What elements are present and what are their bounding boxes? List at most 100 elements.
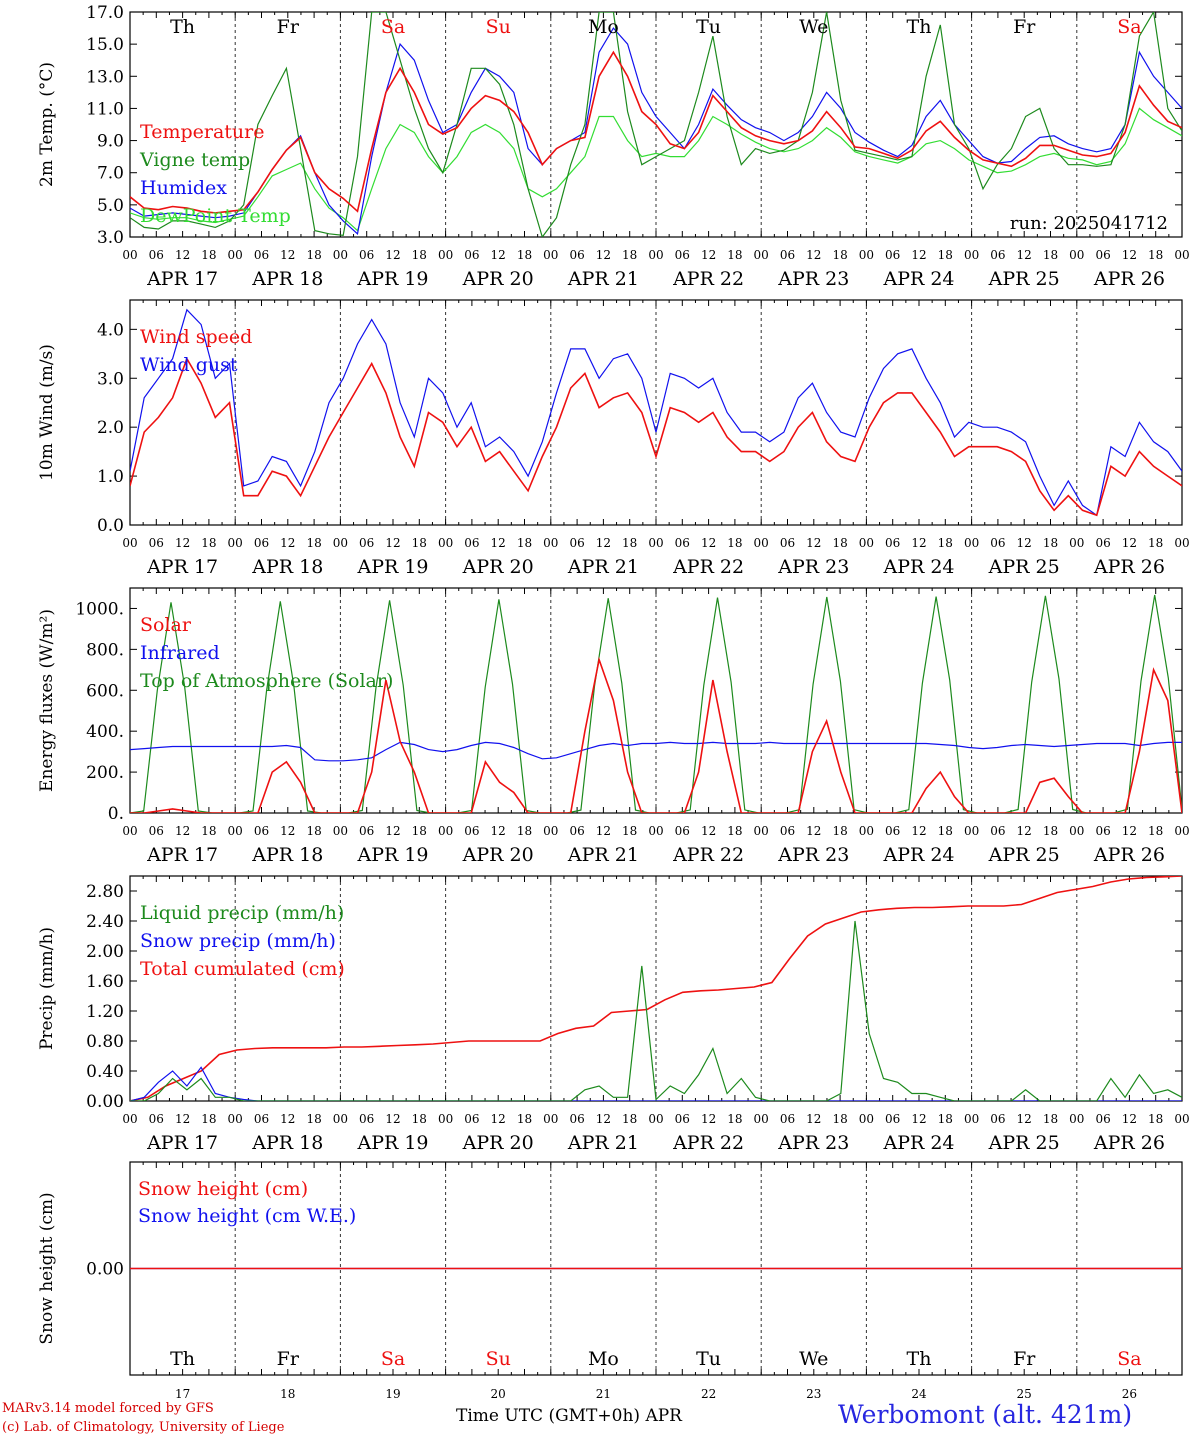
legend-entry: Solar [140, 614, 192, 636]
y-tick-label: 0. [108, 804, 124, 824]
hour-tick-label: 12 [175, 1112, 190, 1126]
hour-tick-label: 00 [754, 1112, 769, 1126]
hour-tick-label: 06 [990, 1112, 1005, 1126]
date-label: APR 26 [1093, 268, 1165, 290]
day-name-label: Tu [696, 16, 721, 38]
hour-tick-label: 12 [1122, 248, 1137, 262]
day-number-label: 19 [385, 1387, 400, 1401]
hour-tick-label: 18 [306, 536, 321, 550]
hour-tick-label: 06 [675, 248, 690, 262]
hour-tick-label: 06 [675, 536, 690, 550]
hour-tick-label: 18 [1148, 1112, 1163, 1126]
hour-tick-label: 18 [727, 1112, 742, 1126]
date-label: APR 19 [356, 844, 428, 866]
series-line [130, 656, 1182, 813]
date-label: APR 20 [462, 844, 534, 866]
hour-tick-label: 12 [911, 824, 926, 838]
hour-tick-label: 06 [990, 824, 1005, 838]
hour-tick-label: 00 [964, 248, 979, 262]
day-number-label: 22 [701, 1387, 716, 1401]
y-tick-label: 3.0 [97, 369, 124, 389]
hour-tick-label: 06 [254, 824, 269, 838]
y-tick-label: 800. [86, 640, 124, 660]
date-label: APR 20 [462, 1132, 534, 1154]
hour-tick-label: 18 [517, 536, 532, 550]
hour-tick-label: 12 [1122, 1112, 1137, 1126]
hour-tick-label: 12 [806, 824, 821, 838]
date-label: APR 23 [777, 268, 849, 290]
hour-tick-label: 18 [832, 824, 847, 838]
date-label: APR 19 [356, 268, 428, 290]
day-name-label: Th [907, 1348, 932, 1370]
hour-tick-label: 06 [885, 1112, 900, 1126]
hour-tick-label: 12 [701, 248, 716, 262]
y-tick-label: 4.0 [97, 320, 124, 340]
hour-tick-label: 06 [359, 248, 374, 262]
hour-tick-label: 12 [491, 1112, 506, 1126]
day-number-label: 18 [280, 1387, 295, 1401]
hour-tick-label: 00 [754, 536, 769, 550]
hour-tick-label: 00 [543, 1112, 558, 1126]
date-label: APR 22 [672, 268, 744, 290]
hour-tick-label: 18 [1043, 824, 1058, 838]
y-tick-label: 13.0 [86, 67, 124, 87]
hour-tick-label: 18 [412, 1112, 427, 1126]
hour-tick-label: 06 [780, 1112, 795, 1126]
hour-tick-label: 00 [964, 1112, 979, 1126]
hour-tick-label: 12 [1017, 248, 1032, 262]
hour-tick-label: 12 [491, 248, 506, 262]
y-tick-label: 7.0 [97, 164, 124, 184]
hour-tick-label: 12 [1017, 824, 1032, 838]
y-axis-label: Snow height (cm) [37, 1192, 57, 1344]
day-name-label: Th [907, 16, 932, 38]
y-axis-label: 10m Wind (m/s) [37, 344, 57, 481]
hour-tick-label: 18 [622, 1112, 637, 1126]
series-line [130, 741, 1182, 762]
day-name-label: Sa [1117, 16, 1141, 38]
hour-tick-label: 18 [1043, 1112, 1058, 1126]
hour-tick-label: 18 [517, 1112, 532, 1126]
date-label: APR 19 [356, 556, 428, 578]
hour-tick-label: 00 [1069, 248, 1084, 262]
day-number-label: 24 [911, 1387, 927, 1401]
hour-tick-label: 00 [122, 824, 137, 838]
y-tick-label: 17.0 [86, 3, 124, 23]
hour-tick-label: 18 [622, 248, 637, 262]
y-tick-label: 15.0 [86, 35, 124, 55]
hour-tick-label: 12 [596, 824, 611, 838]
hour-tick-label: 18 [1043, 248, 1058, 262]
series-line [130, 308, 1182, 517]
y-tick-label: 2.80 [86, 882, 124, 902]
y-tick-label: 3.0 [97, 228, 124, 248]
hour-tick-label: 18 [938, 824, 953, 838]
day-name-label: Fr [277, 1348, 300, 1370]
hour-tick-label: 06 [569, 1112, 584, 1126]
hour-tick-label: 00 [859, 248, 874, 262]
hour-tick-label: 12 [596, 536, 611, 550]
date-label: APR 25 [988, 844, 1060, 866]
hour-tick-label: 00 [648, 824, 663, 838]
y-tick-label: 0.40 [86, 1062, 124, 1082]
hour-tick-label: 18 [938, 536, 953, 550]
date-label: APR 21 [567, 268, 639, 290]
hour-tick-label: 06 [464, 248, 479, 262]
y-axis-label: 2m Temp. (°C) [37, 62, 57, 187]
hour-tick-label: 00 [438, 248, 453, 262]
hour-tick-label: 06 [569, 536, 584, 550]
hour-tick-label: 00 [333, 1112, 348, 1126]
day-name-label: Fr [1013, 16, 1036, 38]
series-line [130, 356, 1182, 517]
hour-tick-label: 00 [859, 824, 874, 838]
time-axis-label: Time UTC (GMT+0h) APR [456, 1406, 682, 1426]
hour-tick-label: 06 [359, 536, 374, 550]
time-axis-text: Time UTC (GMT+0h) [456, 1406, 641, 1426]
date-label: APR 20 [462, 556, 534, 578]
day-name-label: Th [170, 1348, 195, 1370]
hour-tick-label: 06 [1095, 1112, 1110, 1126]
series-line [130, 920, 1182, 1101]
hour-tick-label: 12 [491, 536, 506, 550]
date-label: APR 17 [146, 556, 218, 578]
day-name-label: We [799, 16, 828, 38]
legend-entry: Infrared [140, 642, 220, 664]
legend-entry: Snow precip (mm/h) [140, 930, 336, 952]
